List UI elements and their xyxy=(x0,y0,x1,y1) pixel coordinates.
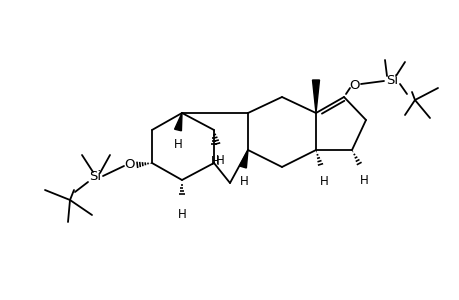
Polygon shape xyxy=(312,80,319,113)
Text: O: O xyxy=(124,158,135,172)
Text: H: H xyxy=(210,155,219,168)
Polygon shape xyxy=(239,150,247,168)
Polygon shape xyxy=(174,113,182,131)
Text: H: H xyxy=(359,174,368,187)
Text: H: H xyxy=(215,154,224,167)
Text: H: H xyxy=(173,138,182,151)
Text: H: H xyxy=(319,175,328,188)
Text: Si: Si xyxy=(89,170,101,184)
Text: O: O xyxy=(349,79,359,92)
Text: Si: Si xyxy=(385,74,397,86)
Text: H: H xyxy=(239,175,248,188)
Text: H: H xyxy=(177,208,186,221)
